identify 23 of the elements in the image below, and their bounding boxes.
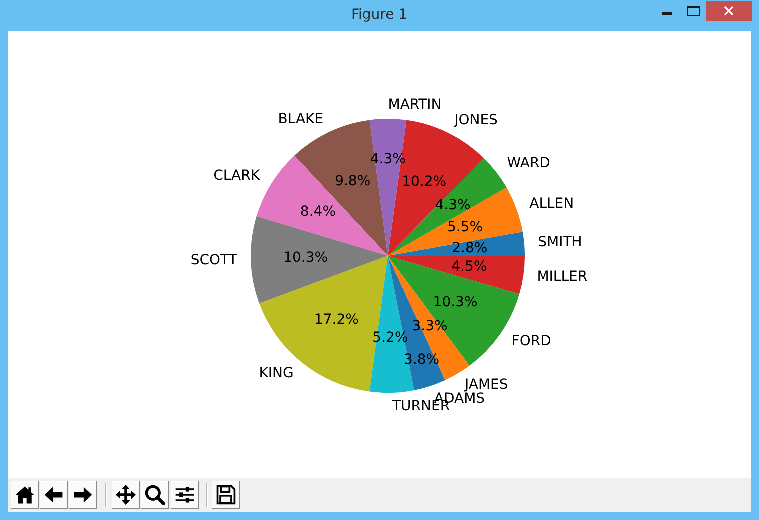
slice-label: KING: [259, 365, 294, 382]
data-label: 10.3%: [433, 294, 478, 311]
data-label: 9.8%: [335, 173, 371, 190]
data-label: 10.3%: [284, 250, 328, 266]
data-label: 10.2%: [402, 174, 447, 190]
data-label: 4.5%: [452, 259, 488, 276]
slice-label: CLARK: [214, 168, 261, 184]
slice-label: ALLEN: [530, 196, 574, 212]
slice-label: MILLER: [537, 268, 588, 285]
caption: Figure 1: [351, 6, 408, 24]
slice-label: BLAKE: [278, 111, 324, 128]
slice-label: JONES: [454, 112, 498, 128]
data-label: 17.2%: [314, 312, 359, 328]
data-label: 2.8%: [452, 240, 488, 256]
slice-label: MARTIN: [388, 96, 442, 113]
slice-label: SCOTT: [190, 252, 238, 268]
slice-label: SMITH: [538, 234, 582, 250]
slice-label: FORD: [512, 334, 552, 350]
data-label: 5.5%: [447, 220, 484, 236]
data-label: 4.3%: [435, 197, 471, 214]
data-label: 8.4%: [300, 204, 336, 220]
slice-label: WARD: [507, 156, 550, 172]
slice-label: JAMES: [464, 377, 508, 394]
